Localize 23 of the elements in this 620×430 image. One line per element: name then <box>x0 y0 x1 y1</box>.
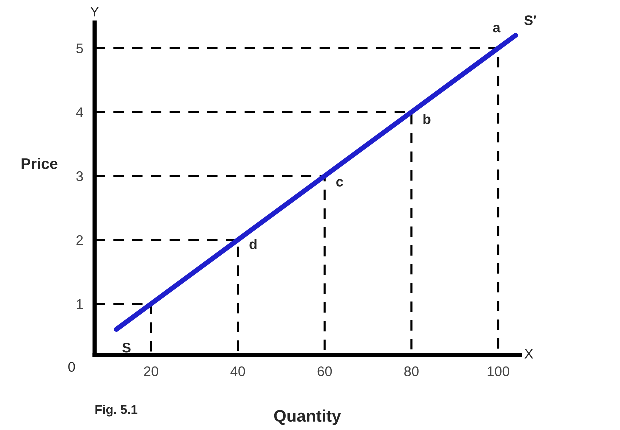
annotation: S′ <box>524 16 537 26</box>
y-tick-label: 1 <box>77 300 84 310</box>
x-tick-label: 40 <box>230 366 246 376</box>
y-axis-title: Price <box>22 158 58 170</box>
x-tick-label: 60 <box>318 366 332 376</box>
annotation: a <box>493 25 501 33</box>
text: 0 <box>68 362 76 372</box>
x-tick-label: 80 <box>404 366 419 376</box>
y-tick-label: 3 <box>76 172 84 182</box>
annotation: S <box>122 342 131 353</box>
annotation: d <box>250 239 257 250</box>
y-tick-label: 4 <box>76 108 84 118</box>
x-tick-label: 100 <box>488 366 510 376</box>
annotation: c <box>336 179 344 187</box>
y-tick-label: 5 <box>76 44 84 54</box>
text: Y <box>90 7 100 17</box>
x-tick-label: 20 <box>144 366 158 376</box>
line-series <box>114 33 518 332</box>
text: X <box>524 349 534 359</box>
x-axis-title: Quantity <box>274 410 342 426</box>
y-tick-label: 2 <box>76 235 84 246</box>
caption: Fig. 5.1 <box>96 405 138 417</box>
annotation: b <box>424 114 431 124</box>
